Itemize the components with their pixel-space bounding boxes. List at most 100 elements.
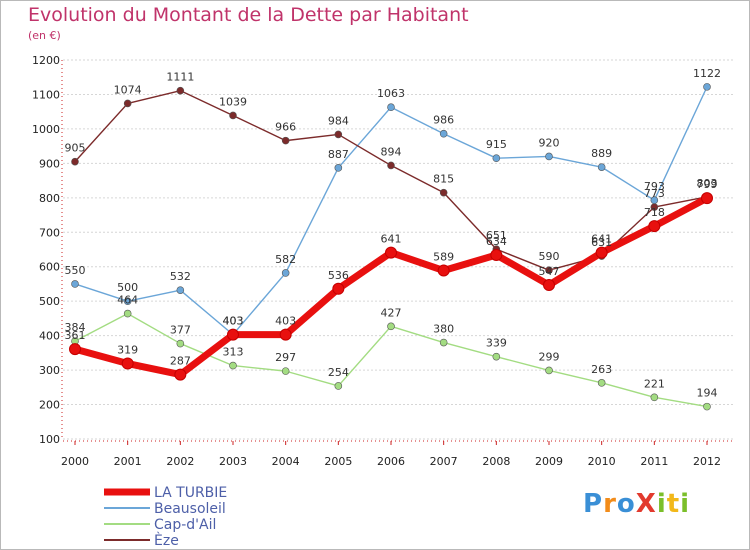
data-label: 550 <box>65 264 86 277</box>
x-tick-label: 2012 <box>693 455 721 468</box>
data-point <box>123 309 132 318</box>
data-point <box>123 297 132 305</box>
data-label: 1039 <box>219 95 247 108</box>
proxiti-logo: ProXiti <box>583 489 690 519</box>
data-point <box>597 379 606 387</box>
data-point <box>595 246 608 259</box>
series-beausoleil <box>71 83 711 339</box>
x-tick-label: 2009 <box>535 455 563 468</box>
data-label: 984 <box>328 114 349 127</box>
series-lines <box>69 83 713 411</box>
data-label: 339 <box>486 337 507 350</box>
data-point <box>387 322 395 331</box>
data-label: 589 <box>433 251 454 264</box>
x-tick-label: 2007 <box>430 455 458 468</box>
data-label: 297 <box>275 351 296 364</box>
data-point <box>490 249 503 262</box>
data-point <box>69 343 81 356</box>
logo-letter: i <box>680 489 691 519</box>
data-point <box>545 152 553 161</box>
data-label: 894 <box>381 145 402 158</box>
data-point <box>176 286 185 294</box>
data-label: 536 <box>328 269 349 282</box>
data-point <box>332 282 345 295</box>
data-label: 313 <box>223 346 244 359</box>
data-point <box>492 352 501 361</box>
data-point <box>439 338 448 347</box>
data-label: 380 <box>433 323 454 336</box>
data-label: 887 <box>328 148 349 161</box>
x-tick-label: 2010 <box>588 455 616 468</box>
x-tick-label: 2008 <box>482 455 510 468</box>
x-tick-label: 2003 <box>219 455 247 468</box>
data-label: 773 <box>644 187 665 200</box>
chart-title: Evolution du Montant de la Dette par Hab… <box>28 4 469 26</box>
data-label: 631 <box>591 236 612 249</box>
logo-letter: X <box>635 489 657 519</box>
series-cap-d-ail <box>71 309 711 411</box>
x-tick-label: 2000 <box>61 455 89 468</box>
data-point <box>71 157 79 166</box>
y-tick-label: 1100 <box>32 88 60 101</box>
data-label: 194 <box>697 387 718 400</box>
data-label: 920 <box>539 136 560 149</box>
data-point <box>385 246 397 259</box>
data-label: 427 <box>381 306 402 319</box>
data-point <box>545 366 553 375</box>
data-point <box>650 393 659 402</box>
data-label: 299 <box>539 350 560 363</box>
y-tick-label: 900 <box>39 157 60 170</box>
data-point <box>174 368 187 381</box>
data-label: 634 <box>486 235 507 248</box>
x-tick-label: 2011 <box>640 455 668 468</box>
data-point <box>439 188 448 197</box>
logo-letter: r <box>603 489 617 519</box>
data-label: 905 <box>65 142 86 155</box>
data-label: 889 <box>591 147 612 160</box>
data-point <box>281 269 290 277</box>
legend-item-ze: Èze <box>104 532 179 549</box>
data-point <box>703 402 711 411</box>
data-point <box>439 129 448 138</box>
data-label: 254 <box>328 366 349 379</box>
data-point <box>387 161 395 170</box>
y-tick-label: 600 <box>39 261 60 274</box>
y-tick-label: 1200 <box>32 54 60 67</box>
data-label: 384 <box>65 321 86 334</box>
data-label: 532 <box>170 270 191 283</box>
data-label: 793 <box>644 180 665 193</box>
data-label: 815 <box>433 173 454 186</box>
data-label: 1122 <box>693 67 721 80</box>
y-tick-label: 700 <box>39 226 60 239</box>
data-point <box>227 328 239 341</box>
data-point <box>437 264 450 277</box>
legend-item-la-turbie: LA TURBIE <box>104 485 227 501</box>
data-point <box>334 130 343 139</box>
data-point <box>334 164 343 172</box>
series-line <box>71 194 711 379</box>
data-label: 803 <box>697 177 718 190</box>
data-label: 582 <box>275 253 296 266</box>
data-point <box>334 382 343 390</box>
data-point <box>281 136 290 145</box>
data-label: 547 <box>539 265 560 278</box>
data-label: 590 <box>539 250 560 263</box>
data-labels: 550 500 532 403 582 887 1063 986 915 920 889 793 112… <box>65 67 722 400</box>
data-label: 915 <box>486 138 507 151</box>
legend-label: LA TURBIE <box>154 485 227 501</box>
data-point <box>387 103 395 112</box>
y-tick-label: 300 <box>39 364 60 377</box>
data-point <box>701 192 713 205</box>
data-point <box>229 111 237 120</box>
x-tick-label: 2005 <box>324 455 352 468</box>
legend-label: Èze <box>154 532 179 549</box>
logo-letter: P <box>583 489 604 519</box>
data-label: 361 <box>65 329 86 342</box>
data-label: 377 <box>170 324 191 337</box>
data-label: 641 <box>381 233 402 246</box>
data-label: 799 <box>697 178 718 191</box>
axes: 100 200 300 400 500 600 700 800 900 1000 1100 1200 2… <box>32 54 735 468</box>
